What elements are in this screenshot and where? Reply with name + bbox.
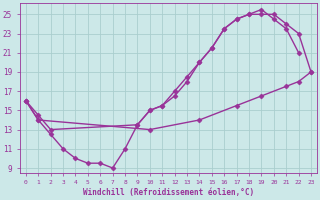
- X-axis label: Windchill (Refroidissement éolien,°C): Windchill (Refroidissement éolien,°C): [83, 188, 254, 197]
